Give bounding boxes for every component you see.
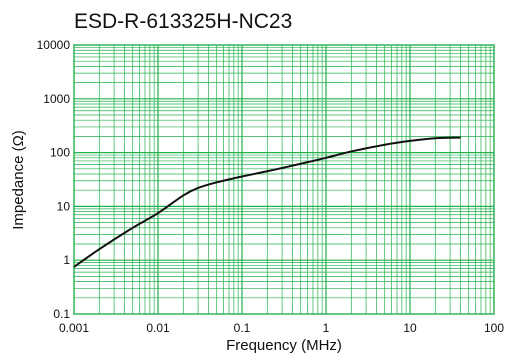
y-tick-label: 0.1 xyxy=(53,307,70,321)
chart-title: ESD-R-613325H-NC23 xyxy=(74,10,292,33)
plot-frame xyxy=(73,44,495,315)
x-tick-label: 0.1 xyxy=(234,321,251,335)
x-tick-label: 0.01 xyxy=(146,321,170,335)
y-tick-labels: 0.1 1 10 100 1000 10000 xyxy=(37,38,71,321)
x-tick-label: 100 xyxy=(484,321,504,335)
x-tick-labels: 0.001 0.01 0.1 1 10 100 xyxy=(59,321,504,335)
x-axis-label: Frequency (MHz) xyxy=(226,337,342,354)
x-tick-label: 0.001 xyxy=(59,321,89,335)
y-tick-label: 10 xyxy=(57,199,71,213)
plot-area xyxy=(74,45,494,314)
y-tick-label: 1 xyxy=(63,253,70,267)
series-group xyxy=(73,136,461,268)
grid xyxy=(74,45,494,314)
series-line xyxy=(73,136,461,268)
y-tick-label: 10000 xyxy=(37,38,71,52)
y-tick-label: 100 xyxy=(50,146,70,160)
y-tick-label: 1000 xyxy=(43,92,70,106)
x-tick-label: 1 xyxy=(323,321,330,335)
x-tick-label: 10 xyxy=(403,321,417,335)
y-axis-label: Impedance (Ω) xyxy=(10,130,27,230)
